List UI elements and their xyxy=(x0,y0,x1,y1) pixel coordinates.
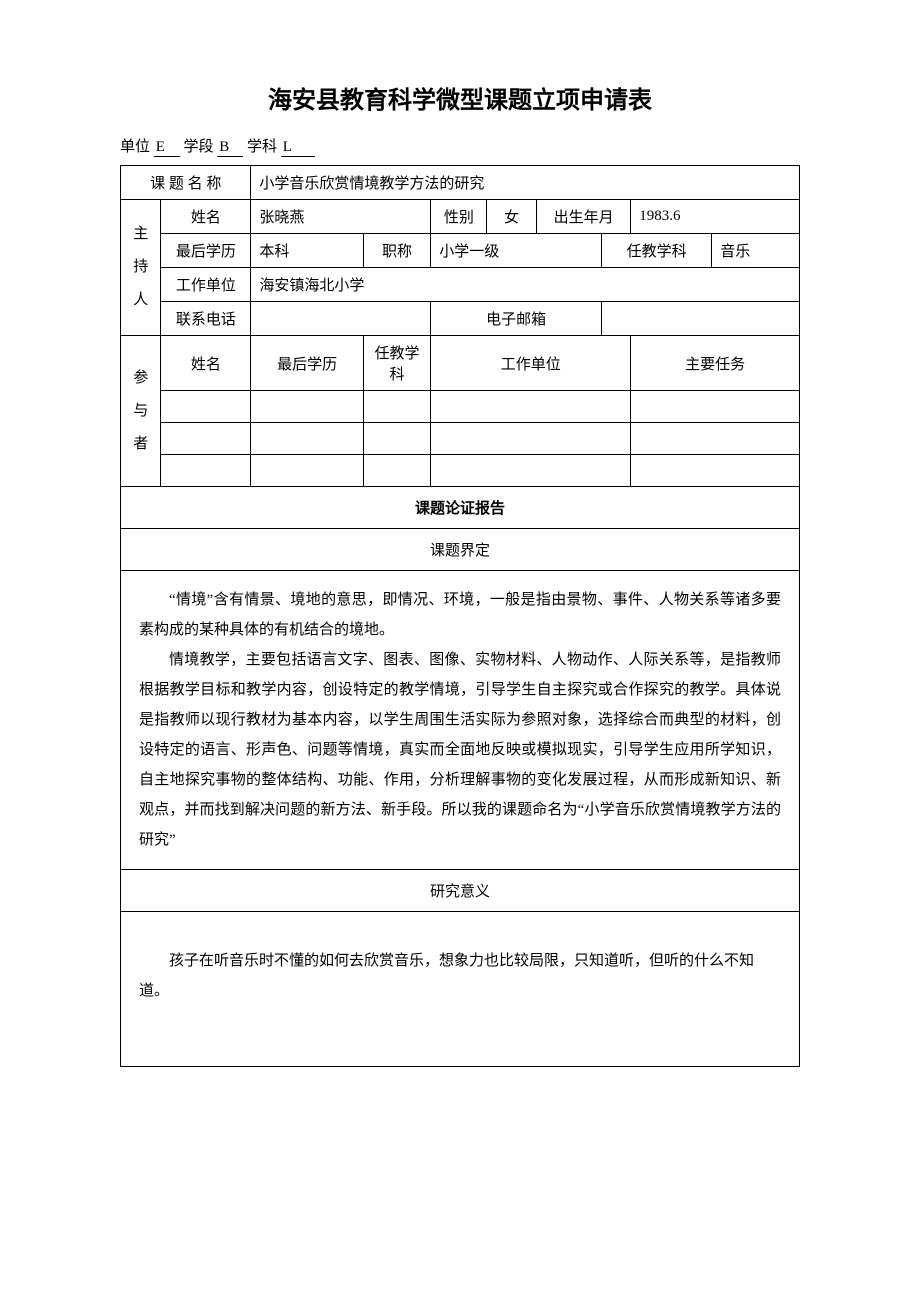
row-project-name: 课 题 名 称 小学音乐欣赏情境教学方法的研究 xyxy=(121,166,800,200)
host-phone-value xyxy=(251,302,431,336)
p1-task xyxy=(631,391,800,423)
row-meaning-header: 研究意义 xyxy=(121,870,800,912)
p1-workunit xyxy=(431,391,631,423)
row-participant-3 xyxy=(121,455,800,487)
p2-subject xyxy=(363,423,430,455)
host-phone-label: 联系电话 xyxy=(161,302,251,336)
row-definition-header: 课题界定 xyxy=(121,529,800,571)
p1-subject xyxy=(363,391,430,423)
row-definition-content: “情境”含有情景、境地的意思，即情况、环境，一般是指由景物、事件、人物关系等诸多… xyxy=(121,571,800,870)
host-education-label: 最后学历 xyxy=(161,234,251,268)
unit-value: E xyxy=(154,139,180,157)
report-header: 课题论证报告 xyxy=(121,487,800,529)
p2-name xyxy=(161,423,251,455)
host-email-label: 电子邮箱 xyxy=(431,302,602,336)
p2-task xyxy=(631,423,800,455)
p1-name xyxy=(161,391,251,423)
definition-p2: 情境教学，主要包括语言文字、图表、图像、实物材料、人物动作、人际关系等，是指教师… xyxy=(139,645,781,855)
host-title-label: 职称 xyxy=(363,234,430,268)
host-workunit-label: 工作单位 xyxy=(161,268,251,302)
participants-col-workunit: 工作单位 xyxy=(431,336,631,391)
definition-content: “情境”含有情景、境地的意思，即情况、环境，一般是指由景物、事件、人物关系等诸多… xyxy=(121,571,800,870)
participants-col-maintask: 主要任务 xyxy=(631,336,800,391)
subject-label: 学科 xyxy=(247,139,277,155)
meaning-content: 孩子在听音乐时不懂的如何去欣赏音乐，想象力也比较局限，只知道听，但听的什么不知道… xyxy=(121,912,800,1067)
row-report-header: 课题论证报告 xyxy=(121,487,800,529)
participants-col-name: 姓名 xyxy=(161,336,251,391)
row-host-workunit: 工作单位 海安镇海北小学 xyxy=(121,268,800,302)
project-name-label: 课 题 名 称 xyxy=(121,166,251,200)
p3-subject xyxy=(363,455,430,487)
p1-education xyxy=(251,391,363,423)
row-host-education: 最后学历 本科 职称 小学一级 任教学科 音乐 xyxy=(121,234,800,268)
row-meaning-content: 孩子在听音乐时不懂的如何去欣赏音乐，想象力也比较局限，只知道听，但听的什么不知道… xyxy=(121,912,800,1067)
host-gender-label: 性别 xyxy=(431,200,487,234)
p3-task xyxy=(631,455,800,487)
host-teach-subject-label: 任教学科 xyxy=(602,234,712,268)
host-email-value xyxy=(602,302,800,336)
stage-label: 学段 xyxy=(184,139,214,155)
host-section-label: 主持人 xyxy=(121,200,161,336)
host-name-value: 张晓燕 xyxy=(251,200,431,234)
definition-p1: “情境”含有情景、境地的意思，即情况、环境，一般是指由景物、事件、人物关系等诸多… xyxy=(139,585,781,645)
row-participant-2 xyxy=(121,423,800,455)
p3-workunit xyxy=(431,455,631,487)
row-host-name: 主持人 姓名 张晓燕 性别 女 出生年月 1983.6 xyxy=(121,200,800,234)
row-host-contact: 联系电话 电子邮箱 xyxy=(121,302,800,336)
header-meta: 单位 E 学段 B 学科 L xyxy=(120,135,800,157)
page-title: 海安县教育科学微型课题立项申请表 xyxy=(120,80,800,115)
host-workunit-value: 海安镇海北小学 xyxy=(251,268,800,302)
participants-col-education: 最后学历 xyxy=(251,336,363,391)
p2-education xyxy=(251,423,363,455)
meaning-header: 研究意义 xyxy=(121,870,800,912)
participants-section-label: 参与者 xyxy=(121,336,161,487)
p2-workunit xyxy=(431,423,631,455)
p3-education xyxy=(251,455,363,487)
row-participants-header: 参与者 姓名 最后学历 任教学科 工作单位 主要任务 xyxy=(121,336,800,391)
unit-label: 单位 xyxy=(120,139,150,155)
subject-value: L xyxy=(281,139,315,157)
host-name-label: 姓名 xyxy=(161,200,251,234)
participants-col-teach-subject: 任教学科 xyxy=(363,336,430,391)
host-title-value: 小学一级 xyxy=(431,234,602,268)
project-name-value: 小学音乐欣赏情境教学方法的研究 xyxy=(251,166,800,200)
p3-name xyxy=(161,455,251,487)
host-birth-label: 出生年月 xyxy=(536,200,630,234)
row-participant-1 xyxy=(121,391,800,423)
application-table: 课 题 名 称 小学音乐欣赏情境教学方法的研究 主持人 姓名 张晓燕 性别 女 … xyxy=(120,165,800,1067)
host-education-value: 本科 xyxy=(251,234,363,268)
definition-header: 课题界定 xyxy=(121,529,800,571)
host-birth-value: 1983.6 xyxy=(631,200,800,234)
stage-value: B xyxy=(217,139,243,157)
meaning-p1: 孩子在听音乐时不懂的如何去欣赏音乐，想象力也比较局限，只知道听，但听的什么不知道… xyxy=(139,946,781,1006)
host-gender-value: 女 xyxy=(487,200,536,234)
host-teach-subject-value: 音乐 xyxy=(712,234,800,268)
